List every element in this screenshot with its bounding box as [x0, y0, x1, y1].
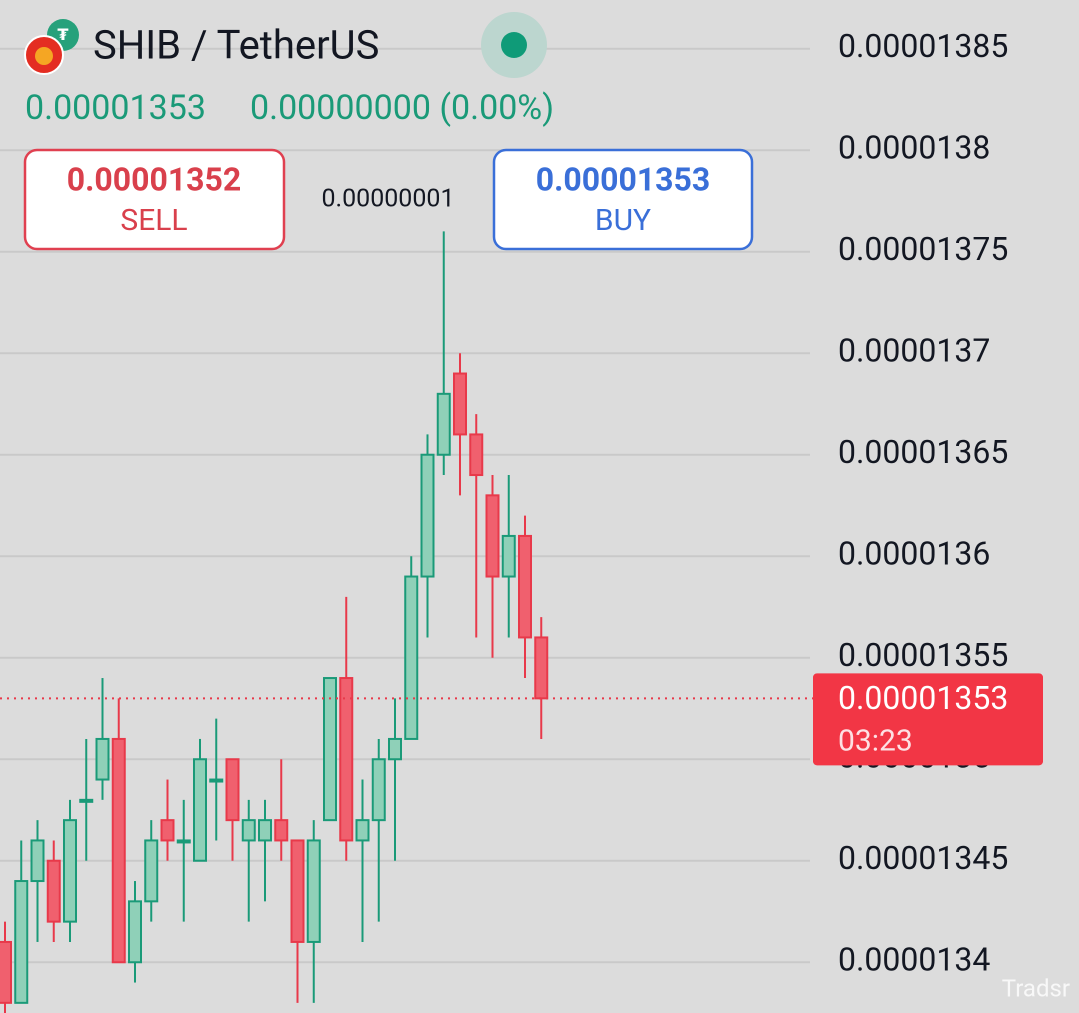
watermark: Tradsr	[1002, 974, 1070, 1002]
y-tick-label: 0.0000134	[838, 941, 990, 979]
y-tick-label: 0.00001345	[838, 839, 1008, 877]
y-tick-label: 0.00001375	[838, 230, 1008, 268]
candle-body	[241, 819, 256, 842]
candle-body	[420, 453, 435, 578]
sell-price: 0.00001352	[67, 160, 242, 198]
candle-body	[518, 534, 532, 639]
status-dot	[501, 32, 527, 58]
candle-body	[79, 798, 94, 803]
candle-body	[436, 392, 451, 456]
buy-price: 0.00001353	[536, 160, 711, 198]
last-price-box	[813, 673, 1043, 766]
shib-face	[35, 47, 53, 65]
candle-body	[111, 737, 126, 964]
change: 0.00000000 (0.00%)	[250, 88, 554, 128]
candle-body	[355, 819, 370, 842]
buy-button[interactable]	[492, 148, 754, 251]
candle-body	[290, 839, 305, 943]
candle-body	[46, 859, 61, 923]
candle-body	[160, 819, 175, 842]
sell-button[interactable]	[23, 148, 286, 251]
spread: 0.00000001	[321, 185, 454, 214]
y-tick-label: 0.00001355	[838, 636, 1008, 674]
candle-body	[0, 940, 12, 1004]
candle-body	[469, 433, 484, 477]
countdown: 03:23	[838, 723, 913, 758]
y-tick-label: 0.00001365	[838, 433, 1008, 471]
candle-body	[388, 737, 402, 761]
candle-body	[258, 819, 272, 842]
candle-body	[453, 372, 467, 436]
y-tick-label: 0.0000136	[838, 535, 990, 573]
symbol-title: SHIB / TetherUS	[93, 22, 379, 69]
candle-body	[176, 839, 191, 844]
sell-label: SELL	[120, 203, 187, 238]
candle-body	[404, 575, 419, 740]
candle-body	[14, 880, 29, 1004]
tether-glyph: ₮	[57, 25, 68, 44]
y-tick-label: 0.00001385	[838, 27, 1008, 65]
candle-body	[209, 778, 224, 783]
candle-body	[534, 636, 549, 700]
candle-body	[501, 534, 516, 578]
y-tick-label: 0.0000138	[838, 129, 990, 167]
candle-body	[144, 839, 159, 903]
candle-body	[225, 758, 240, 822]
last-price: 0.00001353 03:23	[0, 673, 1043, 766]
candle-body	[485, 494, 500, 578]
candle-body	[323, 677, 337, 822]
candle-body	[339, 677, 354, 842]
candle-body	[63, 819, 77, 923]
candle-body	[371, 758, 386, 822]
candle-body	[30, 839, 45, 883]
buy-label: BUY	[595, 203, 651, 238]
candle-body	[274, 819, 289, 842]
price: 0.00001353	[25, 88, 206, 128]
candle-body	[95, 737, 110, 781]
candle-body	[306, 839, 321, 943]
last-price-label: 0.00001353	[838, 679, 1008, 717]
candle-body	[128, 900, 142, 964]
y-tick-label: 0.0000137	[838, 332, 990, 370]
candles	[0, 231, 549, 1013]
candle-body	[193, 758, 207, 862]
